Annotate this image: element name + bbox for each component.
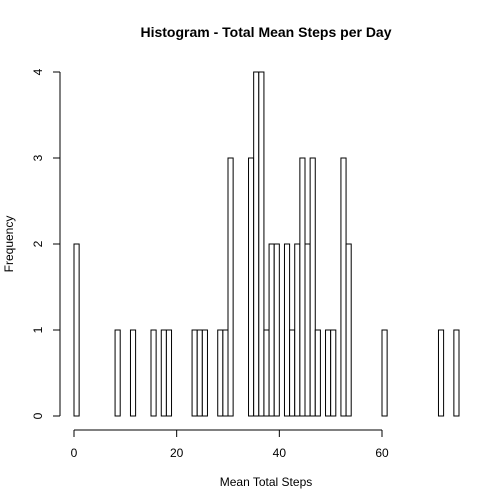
histogram-bar (217, 329, 224, 417)
histogram-bar (314, 329, 321, 417)
histogram-bar (381, 329, 388, 417)
y-tick-label: 1 (31, 326, 45, 333)
x-tick-label: 60 (375, 446, 389, 460)
histogram-bar (253, 71, 260, 417)
histogram-bar (309, 157, 316, 417)
histogram-bar (294, 243, 301, 417)
histogram-bar (150, 329, 157, 417)
histogram-bars (73, 71, 460, 417)
y-axis: 0 1 2 3 4 (31, 68, 61, 419)
x-tick-label: 20 (170, 446, 184, 460)
histogram-bar (263, 329, 270, 417)
histogram-bar (248, 157, 255, 417)
histogram-bar (437, 329, 445, 417)
histogram-bar (222, 329, 229, 417)
histogram-bar (453, 329, 460, 417)
y-axis-label: Frequency (2, 216, 16, 273)
x-tick-label: 40 (273, 446, 287, 460)
histogram-bar (165, 329, 173, 417)
y-tick-label: 3 (31, 154, 45, 161)
histogram-bar (340, 157, 347, 417)
histogram-bar (325, 329, 332, 417)
x-axis: 0 20 40 60 (71, 429, 389, 460)
y-tick-label: 0 (31, 412, 45, 419)
histogram-bar (129, 329, 137, 417)
histogram-bar (330, 329, 337, 417)
histogram-bar (268, 243, 275, 417)
x-axis-label: Mean Total Steps (220, 475, 313, 489)
chart-title: Histogram - Total Mean Steps per Day (140, 24, 391, 40)
histogram-bar (273, 243, 280, 417)
histogram-bar (299, 157, 306, 417)
histogram-bar (345, 243, 352, 417)
histogram-bar (114, 329, 121, 417)
histogram-bar (227, 157, 234, 417)
y-tick-label: 4 (31, 68, 45, 75)
histogram-bar (191, 329, 198, 417)
histogram-bar (304, 243, 311, 417)
histogram-bar (196, 329, 203, 417)
histogram-bar (160, 329, 167, 417)
histogram-bar (201, 329, 208, 417)
y-tick-label: 2 (31, 240, 45, 247)
x-tick-label: 0 (71, 446, 78, 460)
histogram-bar (283, 243, 291, 417)
histogram-bar (289, 329, 296, 417)
histogram-bar (258, 71, 265, 417)
histogram-bar (73, 243, 80, 417)
